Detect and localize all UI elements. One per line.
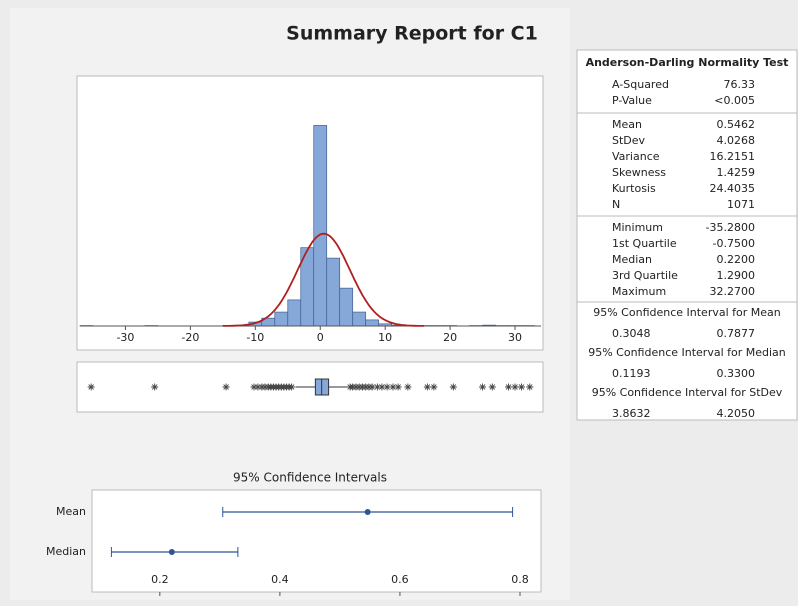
x-tick-label: 0.2 <box>151 573 169 586</box>
x-tick-label: -30 <box>116 331 134 344</box>
outlier <box>505 383 513 391</box>
table-text: 0.2200 <box>717 253 756 266</box>
outlier <box>288 383 296 391</box>
table-text: 3rd Quartile <box>612 269 678 282</box>
table-text: 95% Confidence Interval for StDev <box>592 386 783 399</box>
table-text: Mean <box>612 118 642 131</box>
table-text: -0.7500 <box>713 237 755 250</box>
x-tick-label: 0.4 <box>271 573 289 586</box>
table-text: 95% Confidence Interval for Mean <box>593 306 781 319</box>
table-text: 0.3048 <box>612 327 651 340</box>
x-tick-label: 30 <box>508 331 522 344</box>
table-text: 76.33 <box>724 78 756 91</box>
table-text: 4.2050 <box>717 407 756 420</box>
table-text: Median <box>612 253 652 266</box>
stats-table <box>576 49 798 421</box>
y-tick-label: Mean <box>56 505 86 518</box>
histogram-bar <box>339 287 354 327</box>
histogram-bar <box>287 299 302 327</box>
outlier <box>479 383 487 391</box>
outlier <box>389 383 397 391</box>
table-text: -35.2800 <box>706 221 755 234</box>
table-text: P-Value <box>612 94 652 107</box>
x-tick-label: -20 <box>181 331 199 344</box>
outlier <box>404 383 412 391</box>
table-text: Kurtosis <box>612 182 656 195</box>
outlier <box>151 383 159 391</box>
table-text: Minimum <box>612 221 663 234</box>
table-text: 3.8632 <box>612 407 651 420</box>
normal-curve <box>222 232 425 327</box>
table-text: 0.7877 <box>717 327 756 340</box>
table-text: 32.2700 <box>710 285 756 298</box>
estimate <box>364 509 371 515</box>
outlier <box>222 383 230 391</box>
ci-frame <box>91 489 542 593</box>
outlier <box>378 383 386 391</box>
table-text: StDev <box>612 134 646 147</box>
table-text: 24.4035 <box>710 182 756 195</box>
table-text: N <box>612 198 620 211</box>
outlier <box>430 383 438 391</box>
table-text: 4.0268 <box>717 134 756 147</box>
table-text: Variance <box>612 150 660 163</box>
table-text: 16.2151 <box>710 150 756 163</box>
table-text: 0.1193 <box>612 367 651 380</box>
table-text: 0.3300 <box>717 367 756 380</box>
estimate <box>168 549 175 555</box>
outlier <box>518 383 526 391</box>
x-tick-label: 0.8 <box>511 573 529 586</box>
table-text: Anderson-Darling Normality Test <box>586 56 789 69</box>
outlier <box>368 383 376 391</box>
outlier <box>511 383 519 391</box>
table-text: 1.2900 <box>717 269 756 282</box>
outlier <box>488 383 496 391</box>
ci-title: 95% Confidence Intervals <box>233 471 387 485</box>
histogram-bar <box>326 257 341 327</box>
histogram-bar <box>274 311 289 327</box>
outlier <box>373 383 381 391</box>
table-text: 1st Quartile <box>612 237 677 250</box>
histogram-bar <box>352 311 367 327</box>
histogram-bar <box>365 319 380 327</box>
table-text: 95% Confidence Interval for Median <box>588 346 786 359</box>
table-text: 1071 <box>727 198 755 211</box>
x-tick-label: -10 <box>246 331 264 344</box>
histogram-bar <box>313 125 328 327</box>
outlier <box>423 383 431 391</box>
outlier <box>383 383 391 391</box>
y-tick-label: Median <box>46 545 86 558</box>
table-text: Skewness <box>612 166 666 179</box>
report-title: Summary Report for C1 <box>286 23 538 45</box>
table-text: 0.5462 <box>717 118 756 131</box>
outlier <box>87 383 95 391</box>
table-text: A-Squared <box>612 78 669 91</box>
x-tick-label: 10 <box>378 331 392 344</box>
outlier <box>250 383 258 391</box>
table-text: <0.005 <box>714 94 755 107</box>
outlier <box>254 383 262 391</box>
table-text: Maximum <box>612 285 666 298</box>
outlier <box>449 383 457 391</box>
outlier <box>394 383 402 391</box>
outlier <box>526 383 534 391</box>
x-tick-label: 20 <box>443 331 457 344</box>
table-text: 1.4259 <box>717 166 756 179</box>
x-tick-label: 0.6 <box>391 573 409 586</box>
x-tick-label: 0 <box>317 331 324 344</box>
